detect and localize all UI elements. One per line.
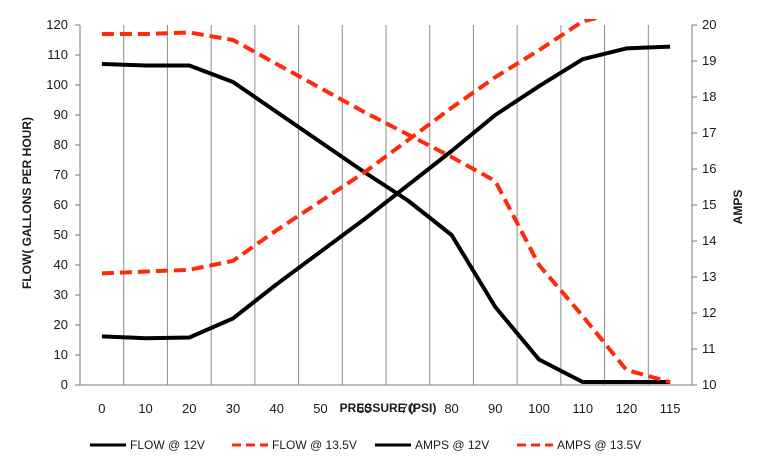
y-right-tick-label: 20 — [702, 17, 716, 32]
y-right-tick-label: 10 — [702, 377, 716, 392]
y-axis-left-title: FLOW( GALLONS PER HOUR) — [20, 117, 34, 289]
y-left-tick-label: 80 — [54, 137, 68, 152]
legend: FLOW @ 12V FLOW @ 13.5V AMPS @ 12V AMPS @ 1… — [90, 438, 641, 452]
x-tick-label: 0 — [98, 401, 105, 416]
legend-label: FLOW @ 13.5V — [272, 438, 357, 452]
y-left-tick-label: 0 — [61, 377, 68, 392]
y-left-tick-label: 110 — [47, 47, 68, 62]
y-left-tick-label: 30 — [54, 287, 68, 302]
y-right-tick-label: 15 — [702, 197, 716, 212]
x-axis-title: PRESSURE (PSI) — [340, 401, 437, 415]
series-line-flow-12v — [101, 62, 671, 384]
series-lines — [101, 19, 671, 384]
tick-labels: 0102030405060708090100110120101112131415… — [46, 17, 716, 416]
y-left-tick-label: 70 — [54, 167, 68, 182]
y-right-tick-label: 11 — [702, 341, 716, 356]
y-right-tick-label: 12 — [702, 305, 716, 320]
x-tick-label: 60 — [357, 401, 371, 416]
x-tick-label: 115 — [660, 401, 681, 416]
y-left-tick-label: 50 — [54, 227, 68, 242]
y-right-tick-label: 19 — [702, 53, 716, 68]
series-line-flow-13-5v — [101, 30, 671, 384]
x-tick-label: 120 — [616, 401, 638, 416]
legend-label: FLOW @ 12V — [130, 438, 205, 452]
y-left-tick-label: 20 — [54, 317, 68, 332]
x-tick-label: 20 — [182, 401, 196, 416]
y-right-tick-label: 14 — [702, 233, 716, 248]
x-tick-label: 90 — [488, 401, 502, 416]
y-left-tick-label: 100 — [46, 77, 68, 92]
x-tick-label: 30 — [226, 401, 240, 416]
x-tick-label: 40 — [269, 401, 283, 416]
y-left-tick-label: 120 — [46, 17, 68, 32]
legend-label: AMPS @ 13.5V — [557, 438, 641, 452]
vertical-gridlines — [79, 25, 693, 385]
x-tick-label: 10 — [138, 401, 152, 416]
y-right-tick-label: 18 — [702, 89, 716, 104]
series-line-amps-13-5v — [101, 19, 601, 276]
y-axis-right-title: AMPS — [731, 190, 745, 225]
legend-label: AMPS @ 12V — [415, 438, 489, 452]
axes — [75, 24, 697, 386]
x-tick-label: 70 — [401, 401, 415, 416]
y-left-tick-label: 10 — [54, 347, 68, 362]
y-left-tick-label: 60 — [54, 197, 68, 212]
y-right-tick-label: 13 — [702, 269, 716, 284]
x-tick-label: 100 — [528, 401, 550, 416]
y-left-tick-label: 90 — [54, 107, 68, 122]
series-line-amps-12v — [101, 44, 671, 341]
y-right-tick-label: 16 — [702, 161, 716, 176]
y-right-tick-label: 17 — [702, 125, 716, 140]
y-left-tick-label: 40 — [54, 257, 68, 272]
x-tick-label: 110 — [572, 401, 593, 416]
x-tick-label: 80 — [444, 401, 458, 416]
x-tick-label: 50 — [313, 401, 327, 416]
